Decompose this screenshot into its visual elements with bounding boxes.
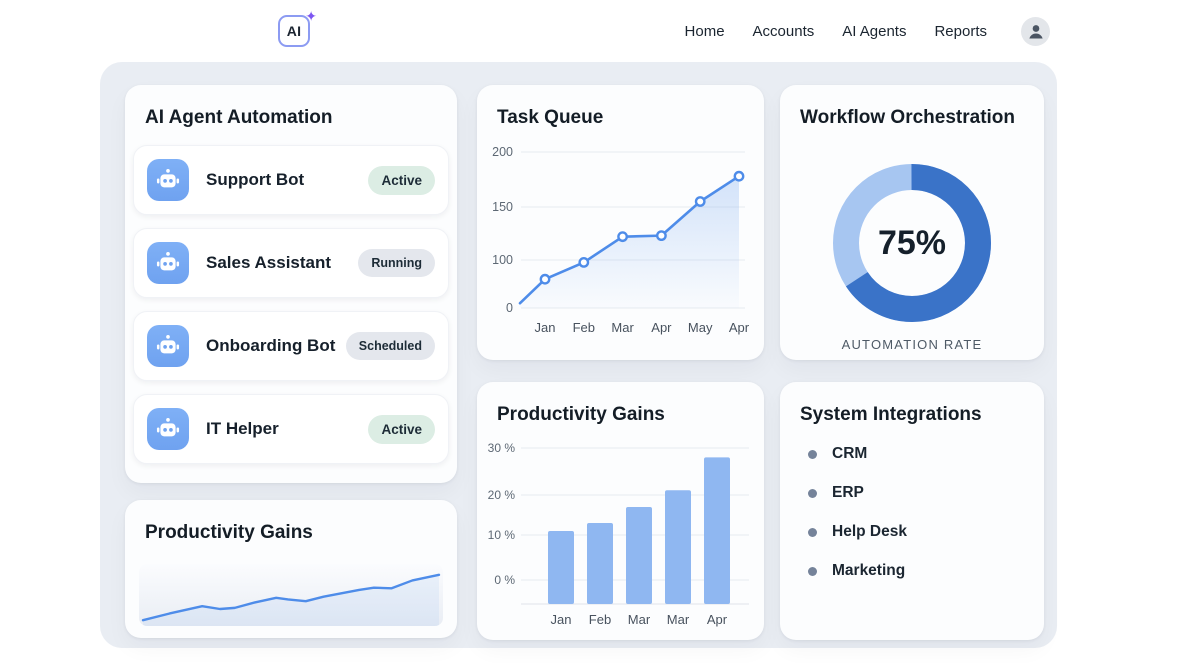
bar-card-title: Productivity Gains: [497, 404, 665, 425]
nav-item-reports[interactable]: Reports: [934, 22, 987, 40]
x-tick-label: Jan: [535, 320, 556, 335]
sparkle-icon: ✦: [305, 8, 317, 24]
sparkline-series: [141, 573, 441, 622]
dashboard-panel: AI Agent Automation Support Bot Active: [100, 62, 1057, 648]
bar: [626, 507, 652, 604]
list-item-marketing: Marketing: [808, 559, 1044, 583]
integration-label: Marketing: [832, 562, 906, 579]
nav-item-ai-agents[interactable]: AI Agents: [842, 22, 907, 40]
x-tick-label: Mar: [628, 612, 651, 627]
sparkline-chart: [139, 564, 443, 626]
x-tick-label: Mar: [667, 612, 690, 627]
status-badge: Active: [368, 165, 435, 195]
list-item-crm: CRM: [808, 442, 1044, 466]
y-tick-label: 100: [492, 253, 513, 267]
top-nav: AI ✦ Home Accounts AI Agents Reports: [0, 0, 1187, 62]
bullet-icon: [808, 566, 817, 576]
agent-row-onboarding-bot[interactable]: Onboarding Bot Scheduled: [133, 311, 449, 381]
sparkline-card-title: Productivity Gains: [145, 522, 313, 543]
productivity-gains-bar-card: Productivity Gains 0 % 10 % 20 % 30 % Jan Feb…: [477, 382, 764, 640]
nav-item-home[interactable]: Home: [684, 22, 725, 40]
y-tick-label: 10 %: [488, 528, 516, 542]
status-badge: Scheduled: [345, 332, 435, 360]
x-tick-label: Feb: [573, 320, 595, 335]
bar: [704, 457, 730, 604]
bar: [665, 490, 691, 604]
list-item-help-desk: Help Desk: [808, 520, 1044, 544]
task-queue-title: Task Queue: [497, 107, 604, 128]
robot-icon: [147, 408, 189, 450]
system-integrations-card: System Integrations CRM ERP Help Desk Ma…: [780, 382, 1044, 640]
bullet-icon: [808, 488, 817, 498]
data-point-marker: [539, 273, 551, 285]
y-tick-label: 0: [506, 301, 513, 315]
logo-text: AI: [286, 23, 302, 39]
y-tick-label: 30 %: [488, 441, 516, 455]
donut-card-title: Workflow Orchestration: [800, 107, 1016, 128]
agent-row-it-helper[interactable]: IT Helper Active: [133, 394, 449, 464]
y-tick-label: 150: [492, 200, 513, 214]
automation-rate-donut: 75%: [817, 148, 1007, 338]
data-point-marker: [694, 196, 706, 207]
agent-name: Support Bot: [206, 170, 305, 189]
data-point-marker: [578, 257, 590, 268]
robot-glyph: [156, 252, 180, 271]
x-tick-label: Feb: [589, 612, 611, 627]
line-area-fill: [520, 176, 739, 308]
data-point-marker: [733, 170, 745, 182]
robot-glyph: [156, 169, 180, 188]
agent-row-sales-assistant[interactable]: Sales Assistant Running: [133, 228, 449, 298]
bar: [548, 531, 574, 604]
donut-automated-segment: [833, 164, 991, 322]
agent-name: Sales Assistant: [206, 253, 332, 272]
data-point-marker: [655, 230, 667, 242]
agent-list: Support Bot Active Sales Assistant Runni…: [125, 129, 457, 464]
robot-icon: [147, 325, 189, 367]
task-queue-card: Task Queue 0 100 150 200 Jan Feb Mar Apr May Apr: [477, 85, 764, 360]
donut-caption: AUTOMATION RATE: [841, 337, 983, 352]
data-point-marker: [617, 231, 629, 243]
integration-label: CRM: [832, 445, 868, 462]
status-badge: Running: [358, 249, 435, 277]
integration-label: ERP: [832, 484, 864, 501]
agent-name: Onboarding Bot: [206, 336, 336, 355]
productivity-bar-chart: 0 % 10 % 20 % 30 % Jan Feb Mar Mar Apr: [488, 441, 749, 627]
y-tick-label: 200: [492, 145, 513, 159]
productivity-gains-sparkline-card: Productivity Gains: [125, 500, 457, 638]
user-avatar[interactable]: [1021, 16, 1050, 46]
agent-row-support-bot[interactable]: Support Bot Active: [133, 145, 449, 215]
robot-glyph: [156, 418, 180, 437]
x-tick-label: May: [688, 320, 713, 335]
status-badge: Active: [368, 414, 435, 444]
donut-value-label: 75%: [877, 223, 947, 262]
y-tick-label: 0 %: [494, 573, 515, 587]
integrations-title: System Integrations: [800, 404, 982, 425]
x-tick-label: Apr: [651, 320, 672, 335]
bullet-icon: [808, 449, 817, 459]
agents-card-title: AI Agent Automation: [145, 107, 333, 128]
x-tick-label: Apr: [707, 612, 728, 627]
robot-glyph: [156, 335, 180, 354]
list-item-erp: ERP: [808, 481, 1044, 505]
sparkline-svg: [141, 573, 441, 626]
x-tick-label: Mar: [611, 320, 634, 335]
app-logo[interactable]: AI ✦: [278, 8, 317, 47]
task-queue-line-chart: 0 100 150 200 Jan Feb Mar Apr May Apr: [492, 145, 750, 335]
bar: [587, 523, 613, 604]
bullet-icon: [808, 527, 817, 537]
robot-icon: [147, 159, 189, 201]
donut-svg: [833, 164, 991, 322]
y-tick-label: 20 %: [488, 488, 516, 502]
x-tick-label: Apr: [729, 320, 750, 335]
x-tick-label: Jan: [551, 612, 572, 627]
ai-agent-automation-card: AI Agent Automation Support Bot Active: [125, 85, 457, 483]
nav-item-accounts[interactable]: Accounts: [752, 22, 815, 40]
integration-label: Help Desk: [832, 523, 907, 540]
robot-icon: [147, 242, 189, 284]
agent-name: IT Helper: [206, 419, 279, 438]
person-icon: [1028, 25, 1043, 39]
nav-links: Home Accounts AI Agents Reports: [685, 0, 1050, 62]
workflow-orchestration-card: Workflow Orchestration 75% AUTOMATION RA…: [780, 85, 1044, 360]
integrations-list: CRM ERP Help Desk Marketing: [780, 442, 1044, 583]
